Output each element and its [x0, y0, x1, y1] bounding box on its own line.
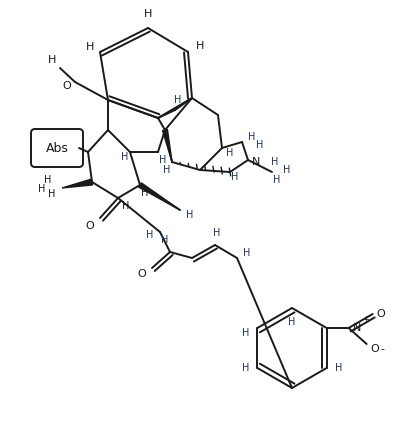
Text: +: + — [363, 315, 369, 324]
Text: O: O — [138, 269, 147, 279]
Text: H: H — [213, 228, 221, 238]
Text: N: N — [352, 323, 361, 333]
Polygon shape — [139, 183, 180, 210]
Text: H: H — [248, 132, 256, 142]
Text: H: H — [242, 363, 249, 373]
Text: H: H — [231, 172, 239, 182]
Text: H: H — [144, 9, 152, 19]
Text: O: O — [376, 309, 385, 319]
Text: O: O — [63, 81, 71, 91]
Text: O: O — [86, 221, 94, 231]
Text: -: - — [381, 344, 385, 354]
Text: H: H — [163, 165, 171, 175]
Text: H: H — [288, 317, 296, 327]
Text: H: H — [121, 152, 129, 162]
FancyBboxPatch shape — [31, 129, 83, 167]
Polygon shape — [62, 179, 93, 188]
Text: H: H — [141, 188, 148, 198]
Text: N: N — [252, 157, 260, 167]
Text: H: H — [161, 235, 169, 245]
Text: H: H — [196, 41, 204, 51]
Text: H: H — [283, 165, 291, 175]
Text: H: H — [226, 148, 234, 158]
Text: H: H — [242, 328, 249, 338]
Text: H: H — [38, 184, 46, 194]
Text: H: H — [174, 95, 182, 105]
Text: H: H — [335, 363, 342, 373]
Text: H: H — [243, 248, 251, 258]
Text: O: O — [370, 344, 379, 354]
Text: H: H — [271, 157, 279, 167]
Polygon shape — [162, 129, 172, 162]
Text: H: H — [186, 210, 194, 220]
Text: H: H — [48, 189, 56, 199]
Text: H: H — [256, 140, 264, 150]
Text: H: H — [48, 55, 56, 65]
Text: H: H — [146, 230, 154, 240]
Text: H: H — [159, 155, 167, 165]
Text: Abs: Abs — [46, 141, 69, 154]
Text: H: H — [273, 175, 281, 185]
Text: H: H — [44, 175, 52, 185]
Text: H: H — [122, 201, 129, 211]
Text: H: H — [86, 42, 94, 52]
